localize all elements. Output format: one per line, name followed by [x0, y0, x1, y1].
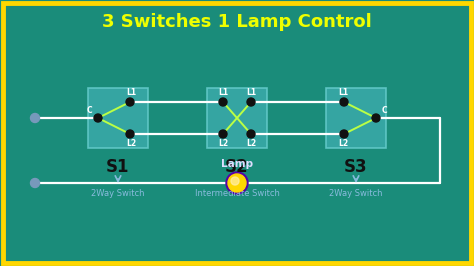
Text: L1: L1	[338, 88, 348, 97]
Circle shape	[226, 172, 248, 194]
Circle shape	[231, 177, 239, 185]
Text: L2: L2	[218, 139, 228, 148]
Text: Intermediate Switch: Intermediate Switch	[194, 189, 280, 198]
Circle shape	[219, 130, 227, 138]
Circle shape	[340, 98, 348, 106]
Circle shape	[94, 114, 102, 122]
Circle shape	[228, 174, 246, 192]
Text: L2: L2	[338, 139, 348, 148]
Text: L1: L1	[126, 88, 136, 97]
Text: L2: L2	[126, 139, 136, 148]
Circle shape	[30, 114, 39, 123]
Bar	[326, 88, 386, 148]
Circle shape	[247, 98, 255, 106]
Text: L1: L1	[218, 88, 228, 97]
Circle shape	[247, 130, 255, 138]
Circle shape	[126, 98, 134, 106]
Text: L1: L1	[246, 88, 256, 97]
Text: L2: L2	[246, 139, 256, 148]
Text: S1: S1	[106, 158, 130, 176]
Circle shape	[30, 178, 39, 188]
Text: Lamp: Lamp	[221, 159, 253, 169]
Bar	[88, 88, 148, 148]
Text: S2: S2	[225, 158, 249, 176]
Text: C: C	[86, 106, 92, 115]
Circle shape	[126, 130, 134, 138]
Text: S3: S3	[344, 158, 368, 176]
Text: 2Way Switch: 2Way Switch	[91, 189, 145, 198]
Circle shape	[340, 130, 348, 138]
Circle shape	[372, 114, 380, 122]
Text: C: C	[382, 106, 388, 115]
Text: 2Way Switch: 2Way Switch	[329, 189, 383, 198]
Text: 3 Switches 1 Lamp Control: 3 Switches 1 Lamp Control	[102, 13, 372, 31]
Bar	[207, 88, 267, 148]
Circle shape	[219, 98, 227, 106]
